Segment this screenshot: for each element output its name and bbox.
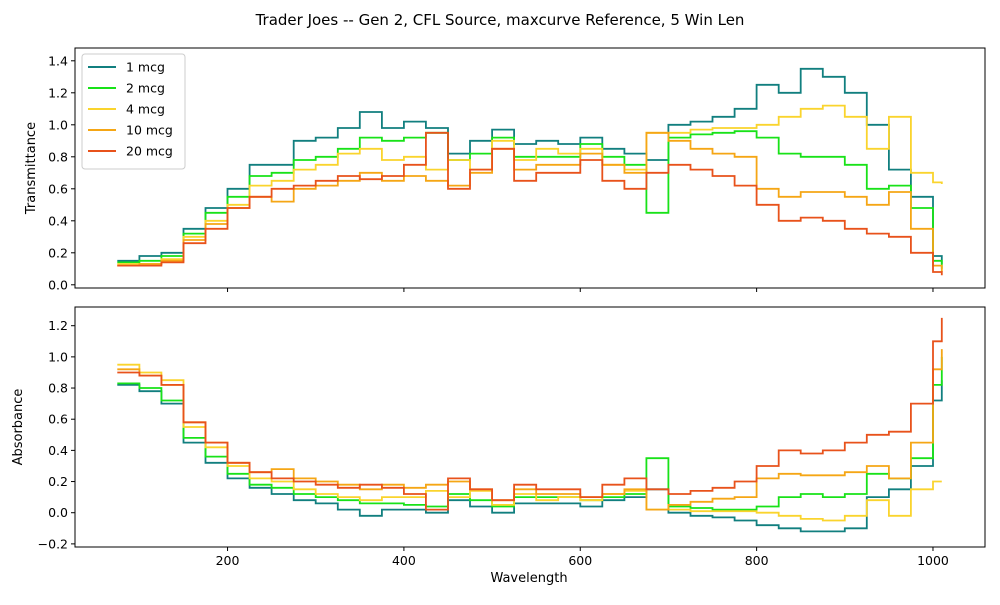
transmittance-y-tick-label: 1.0	[48, 117, 68, 132]
transmittance-y-tick-label: 0.6	[48, 181, 68, 196]
absorbance-x-tick-label: 400	[392, 553, 416, 568]
transmittance-y-tick-label: 0.2	[48, 245, 68, 260]
transmittance-series-4-mcg	[117, 104, 943, 265]
absorbance-plot-frame	[74, 306, 986, 548]
absorbance-y-tick-label: 0.6	[48, 412, 68, 427]
absorbance-y-tick-label: 0.8	[48, 381, 68, 396]
legend-box	[81, 53, 186, 170]
transmittance-series-2-mcg	[117, 130, 943, 269]
legend-label-2-mcg: 2 mcg	[126, 81, 165, 96]
absorbance-y-tick-label: 0.2	[48, 474, 68, 489]
absorbance-y-tick-label: 1.2	[48, 318, 68, 333]
legend-label-1-mcg: 1 mcg	[126, 60, 165, 75]
absorbance-y-tick-label: 0.0	[48, 505, 68, 520]
absorbance-x-tick-label: 600	[568, 553, 592, 568]
legend-label-10-mcg: 10 mcg	[126, 123, 173, 138]
legend-label-20-mcg: 20 mcg	[126, 144, 173, 159]
transmittance-y-tick-label: 0.4	[48, 213, 68, 228]
transmittance-y-axis-label: Transmittance	[24, 122, 39, 215]
absorbance-y-tick-label: −0.2	[38, 536, 68, 551]
transmittance-y-tick-label: 0.8	[48, 149, 68, 164]
absorbance-y-tick-label: 1.0	[48, 349, 68, 364]
absorbance-x-tick-label: 800	[745, 553, 769, 568]
absorbance-x-tick-label: 200	[216, 553, 240, 568]
absorbance-series-1-mcg	[117, 380, 943, 533]
absorbance-y-tick-label: 0.4	[48, 443, 68, 458]
absorbance-y-axis-label: Absorbance	[11, 389, 26, 466]
transmittance-y-tick-label: 1.4	[48, 53, 68, 68]
chart-title: Trader Joes -- Gen 2, CFL Source, maxcur…	[255, 11, 745, 29]
transmittance-y-tick-label: 1.2	[48, 85, 68, 100]
absorbance-x-tick-label: 1000	[917, 553, 949, 568]
absorbance-series-4-mcg	[117, 363, 942, 522]
absorbance-series-20-mcg	[117, 317, 943, 511]
transmittance-y-tick-label: 0.0	[48, 277, 68, 292]
transmittance-series-1-mcg	[117, 67, 943, 264]
x-axis-label: Wavelength	[490, 571, 567, 586]
transmittance-series-20-mcg	[117, 131, 943, 276]
transmittance-series-10-mcg	[117, 131, 943, 272]
legend-label-4-mcg: 4 mcg	[126, 102, 165, 117]
transmittance-plot-frame	[74, 47, 986, 289]
absorbance-series-2-mcg	[117, 356, 943, 511]
absorbance-panel: −0.2 0.0 0.2 0.4 0.6 0.8 1.0 1.2 200 400 600 800 100…	[11, 306, 986, 568]
transmittance-panel: 0.0 0.2 0.4 0.6 0.8 1.0 1.2 1.4 Transmittance 1 m…	[24, 47, 986, 292]
